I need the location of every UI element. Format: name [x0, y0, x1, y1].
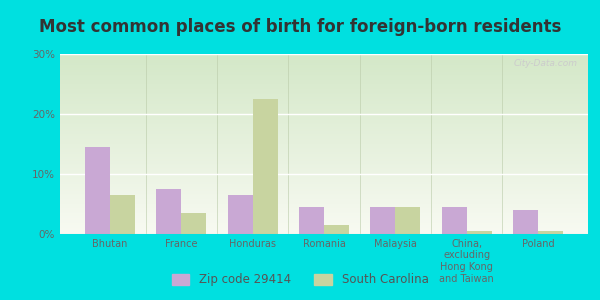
Bar — [324, 225, 349, 234]
Bar — [85, 147, 110, 234]
Bar — [538, 231, 563, 234]
Bar — [442, 207, 467, 234]
Bar — [467, 231, 491, 234]
Bar — [370, 207, 395, 234]
Bar — [395, 207, 421, 234]
Text: City-Data.com: City-Data.com — [514, 59, 577, 68]
Bar — [227, 195, 253, 234]
Bar — [157, 189, 181, 234]
Bar — [253, 99, 278, 234]
Text: Most common places of birth for foreign-born residents: Most common places of birth for foreign-… — [39, 18, 561, 36]
Legend: Zip code 29414, South Carolina: Zip code 29414, South Carolina — [167, 269, 433, 291]
Bar — [110, 195, 135, 234]
Bar — [299, 207, 324, 234]
Bar — [181, 213, 206, 234]
Bar — [513, 210, 538, 234]
